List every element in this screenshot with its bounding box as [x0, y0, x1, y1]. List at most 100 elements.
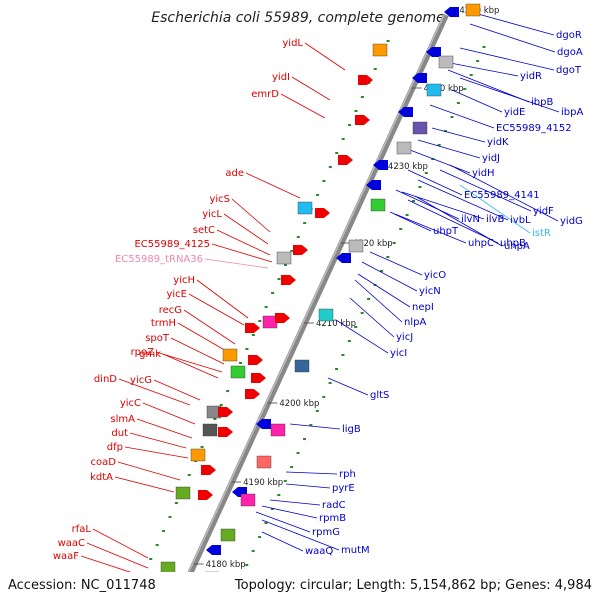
- tick-mark: [155, 544, 159, 546]
- right-gene-arrow: [366, 180, 381, 190]
- tick-mark: [303, 222, 307, 224]
- left-gene-label: waaC: [58, 538, 85, 549]
- tick-mark: [386, 256, 390, 258]
- right-label-leader: [459, 77, 560, 113]
- left-gene-label: yicS: [209, 194, 230, 205]
- right-gene-label: yicN: [419, 286, 441, 297]
- left-label-leader: [183, 309, 236, 345]
- tick-mark: [341, 138, 345, 140]
- left-gene-arrow: [338, 155, 353, 165]
- tick-mark: [360, 312, 364, 314]
- tick-mark: [424, 172, 428, 174]
- right-gene-block: [220, 528, 236, 542]
- tick-mark: [290, 466, 294, 468]
- right-gene-label: yidJ: [482, 153, 500, 164]
- right-label-leader: [369, 251, 423, 276]
- left-gene-block: [175, 486, 191, 500]
- kbp-label: 4200 kbp: [279, 399, 319, 409]
- right-gene-label: dgoT: [556, 65, 582, 76]
- left-label-leader: [245, 172, 301, 199]
- left-gene-arrow: [293, 245, 308, 255]
- left-label-leader: [280, 93, 326, 119]
- left-gene-label: rfaL: [72, 524, 92, 535]
- tick-mark: [354, 326, 358, 328]
- left-gene-label: kdtA: [90, 472, 113, 483]
- right-gene-arrow: [336, 253, 351, 263]
- tick-mark: [476, 60, 480, 62]
- left-label-leader: [170, 337, 225, 365]
- right-label-leader: [357, 273, 411, 308]
- left-gene-arrow: [281, 275, 296, 285]
- tick-mark: [315, 194, 319, 196]
- left-gene-block: [372, 43, 388, 57]
- right-gene-block: [348, 239, 364, 253]
- tick-mark: [277, 278, 281, 280]
- right-gene-arrow: [444, 7, 459, 17]
- tick-mark: [482, 46, 486, 48]
- left-label-leader: [118, 378, 191, 406]
- topology-text: Topology: circular; Length: 5,154,862 bp…: [234, 578, 592, 593]
- tick-mark: [251, 550, 255, 552]
- right-label-leader: [417, 179, 509, 221]
- tick-mark: [271, 292, 275, 294]
- right-label-leader: [261, 531, 304, 552]
- tick-mark: [328, 166, 332, 168]
- right-label-leader: [261, 505, 318, 519]
- genome-title: Escherichia coli 55989, complete genome: [151, 10, 444, 26]
- left-gene-block: [202, 423, 218, 437]
- right-gene-arrow: [398, 107, 413, 117]
- kbp-label: 4220 kbp: [353, 239, 393, 249]
- right-label-leader: [327, 377, 369, 396]
- tick-mark: [283, 480, 287, 482]
- tick-mark: [226, 390, 230, 392]
- right-gene-label: yicO: [424, 270, 446, 281]
- tick-mark: [290, 250, 294, 252]
- tick-mark: [418, 186, 422, 188]
- tick-mark: [450, 116, 454, 118]
- left-label-leader: [204, 258, 269, 269]
- left-gene-label: setC: [193, 225, 215, 236]
- right-gene-label: ivbL: [510, 215, 531, 226]
- tick-mark: [399, 228, 403, 230]
- tick-mark: [149, 558, 153, 560]
- right-gene-label: ibpB: [531, 97, 553, 108]
- right-label-leader: [285, 471, 338, 475]
- tick-mark: [463, 88, 467, 90]
- left-gene-label: yicE: [166, 289, 187, 300]
- left-gene-arrow: [251, 373, 266, 383]
- tick-mark: [315, 410, 319, 412]
- left-gene-label: yicH: [173, 275, 195, 286]
- right-label-leader: [354, 279, 403, 323]
- right-gene-label: yidG: [560, 216, 583, 227]
- tick-mark: [245, 348, 249, 350]
- right-label-leader: [414, 195, 503, 247]
- tick-mark: [354, 110, 358, 112]
- tick-mark: [309, 424, 313, 426]
- tick-mark: [373, 68, 377, 70]
- right-label-leader: [395, 189, 460, 220]
- left-gene-block: [276, 251, 292, 265]
- left-gene-label: spoT: [145, 333, 170, 344]
- right-gene-block: [270, 423, 286, 437]
- left-gene-label: yicL: [202, 209, 222, 220]
- left-label-leader: [92, 528, 149, 559]
- right-gene-label: waaQ: [305, 546, 333, 557]
- left-gene-arrow: [198, 490, 213, 500]
- left-label-leader: [142, 402, 196, 425]
- right-gene-block: [294, 359, 310, 373]
- right-gene-block: [396, 141, 412, 155]
- left-label-leader: [153, 379, 201, 401]
- right-gene-label: uhpB: [500, 238, 526, 249]
- tick-mark: [347, 340, 351, 342]
- right-label-leader: [255, 511, 311, 533]
- left-label-leader: [162, 353, 219, 379]
- tick-mark: [379, 270, 383, 272]
- right-label-leader: [429, 104, 495, 129]
- right-label-leader: [407, 169, 463, 196]
- right-gene-label: rph: [339, 469, 356, 480]
- right-gene-block: [240, 493, 256, 507]
- right-gene-label: yidH: [472, 168, 495, 179]
- right-label-leader: [361, 261, 418, 292]
- tick-mark: [245, 564, 249, 566]
- right-gene-label: istR: [532, 228, 551, 239]
